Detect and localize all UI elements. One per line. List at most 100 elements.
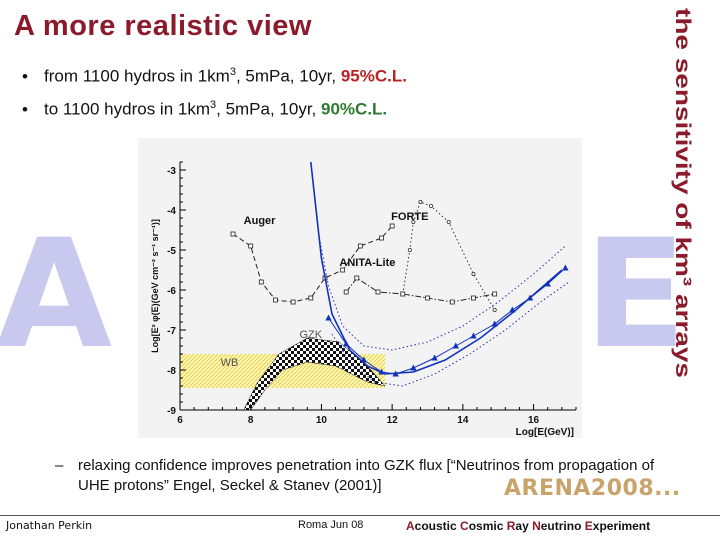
series-sensitivity-90-c-l-point — [562, 264, 569, 271]
series-anita-lite-point — [492, 291, 498, 297]
series-forte-line — [402, 201, 496, 311]
side-title: the sensitivity of km³ arrays — [671, 8, 695, 378]
y-tick-label: -8 — [167, 366, 176, 377]
footer-divider — [0, 515, 720, 516]
confidence-label-90: 90%C.L. — [321, 99, 388, 119]
slide-title: A more realistic view — [14, 10, 312, 42]
footer-author: Jonathan Perkin — [6, 519, 93, 532]
svg-text:the sensitivity of km³ arrays: the sensitivity of km³ arrays — [671, 8, 695, 378]
sensitivity-plot: -3 -4 -5 -6 -7 -8 -9 6 8 10 12 14 16 Log[E(GeV)] Log[E… — [138, 138, 582, 438]
footer-experiment-name: Acoustic Cosmic Ray Neutrino Experiment — [406, 519, 650, 533]
annotation-gzk: GZK — [300, 329, 323, 341]
series-anita-lite-line — [345, 277, 495, 303]
arena-logo: ARENA2008... — [504, 476, 681, 501]
y-tick-label: -9 — [167, 406, 176, 417]
x-tick-label: 16 — [528, 415, 540, 426]
confidence-label-95: 95%C.L. — [340, 66, 407, 86]
annotation-wb: WB — [221, 357, 239, 369]
acronym-initial: R — [506, 519, 516, 533]
series-anita-lite-point — [425, 295, 430, 301]
series-sensitivity-90-c-l-point — [325, 314, 332, 321]
series-sensitivity-90-c-l-point — [378, 368, 385, 375]
acronym-initial: N — [532, 519, 541, 533]
series-anita-lite-point — [471, 295, 476, 301]
bullet-list: • from 1100 hydros in 1km3, 5mPa, 10yr, 9… — [22, 58, 407, 124]
series-auger-point — [389, 223, 395, 229]
bullet-text: , 5mPa, 10yr, — [235, 66, 341, 86]
bullet-superscript: 3 — [229, 66, 236, 78]
footer-date: Roma Jun 08 — [298, 519, 364, 531]
sub-bullet-text: relaxing confidence improves penetration… — [78, 457, 655, 494]
series-auger-point — [357, 243, 363, 249]
y-tick-label: -5 — [167, 246, 176, 257]
x-tick-label: 8 — [248, 415, 254, 426]
background-letter-e: E — [584, 208, 687, 382]
series-anita-lite-point — [375, 289, 381, 295]
series-forte-point — [429, 204, 434, 209]
series-forte-point — [446, 220, 451, 225]
series-forte-point — [407, 248, 412, 253]
x-tick-label: 12 — [387, 415, 399, 426]
series-sensitivity-90-c-l-point — [431, 354, 438, 361]
series-sensitivity-90-c-l-point — [509, 306, 516, 313]
acronym-rest: ay — [515, 519, 533, 533]
acronym-rest: eutrino — [540, 519, 585, 533]
series-anita-lite-point — [400, 291, 406, 297]
y-tick-label: -3 — [167, 166, 176, 177]
acronym-initial: E — [584, 519, 593, 533]
series-sensitivity-90-c-l-point — [410, 364, 417, 371]
acronym-rest: osmic — [468, 519, 507, 533]
series-sensitivity-90-c-l-point — [392, 370, 399, 377]
series-anita-lite-point — [354, 275, 360, 281]
series-auger-point — [379, 235, 384, 241]
y-tick-label: -7 — [167, 326, 176, 337]
series-auger-point — [308, 295, 314, 301]
bullet-text: , 5mPa, 10yr, — [216, 99, 322, 119]
series-sensitivity-90-c-l-point — [452, 342, 459, 349]
series-gzk-band — [243, 337, 386, 411]
series-sensitivity-90-c-l-point — [360, 356, 368, 363]
series-sensitivity-90-c-l-point — [544, 280, 551, 287]
bullet-text: from 1100 hydros in 1km — [44, 66, 230, 86]
series-forte-point — [411, 220, 416, 225]
series-anita-lite-point — [343, 289, 349, 295]
annotation-auger: Auger — [244, 215, 277, 227]
series-auger-point — [230, 231, 236, 237]
series-sensitivity-90-c-l-point — [526, 294, 534, 301]
series-sensitivity-90-c-l-point — [342, 340, 350, 347]
acronym-initial: A — [406, 519, 415, 533]
y-tick-label: -6 — [167, 286, 176, 297]
bullet-item-95: • from 1100 hydros in 1km3, 5mPa, 10yr, 9… — [22, 66, 407, 86]
background-letter-a: A — [0, 208, 113, 382]
acronym-rest: xperiment — [592, 519, 651, 533]
series-sensitivity-90-c-l-point — [470, 332, 477, 339]
x-tick-label: 6 — [177, 415, 183, 426]
series-anita-lite-point — [449, 299, 455, 305]
y-axis-label: Log[E² φ(E)(GeV cm⁻² s⁻¹ sr⁻¹)] — [150, 219, 160, 353]
series-sensitivity-90-c-l-point — [491, 320, 498, 327]
acronym-initial: C — [460, 519, 469, 533]
series-sensitivity-90-c-l-line — [328, 267, 566, 375]
series-dotted-envelope-lower-line — [331, 281, 570, 387]
sub-bullet: – relaxing confidence improves penetrati… — [55, 456, 655, 496]
x-axis-label: Log[E(GeV)] — [516, 427, 574, 438]
annotation-anita-lite: ANITA-Lite — [339, 257, 395, 269]
acronym-rest: coustic — [414, 519, 461, 533]
series-auger-point — [273, 297, 278, 303]
series-forte-point — [418, 200, 423, 205]
y-tick-label: -4 — [167, 206, 176, 217]
series-dotted-envelope-upper-line — [317, 229, 566, 351]
bullet-text: to 1100 hydros in 1km — [44, 99, 210, 119]
series-auger-point — [290, 299, 296, 305]
series-auger-point — [340, 267, 346, 273]
bullet-item-90: • to 1100 hydros in 1km3, 5mPa, 10yr, 90%… — [22, 99, 388, 119]
series-forte-point — [492, 307, 497, 312]
x-tick-label: 10 — [316, 415, 328, 426]
series-auger-point — [258, 279, 264, 285]
series-auger-point — [248, 243, 254, 249]
series-forte-point — [471, 271, 476, 276]
bullet-superscript: 3 — [210, 99, 217, 111]
x-tick-label: 14 — [457, 415, 469, 426]
annotation-forte: FORTE — [391, 211, 428, 223]
